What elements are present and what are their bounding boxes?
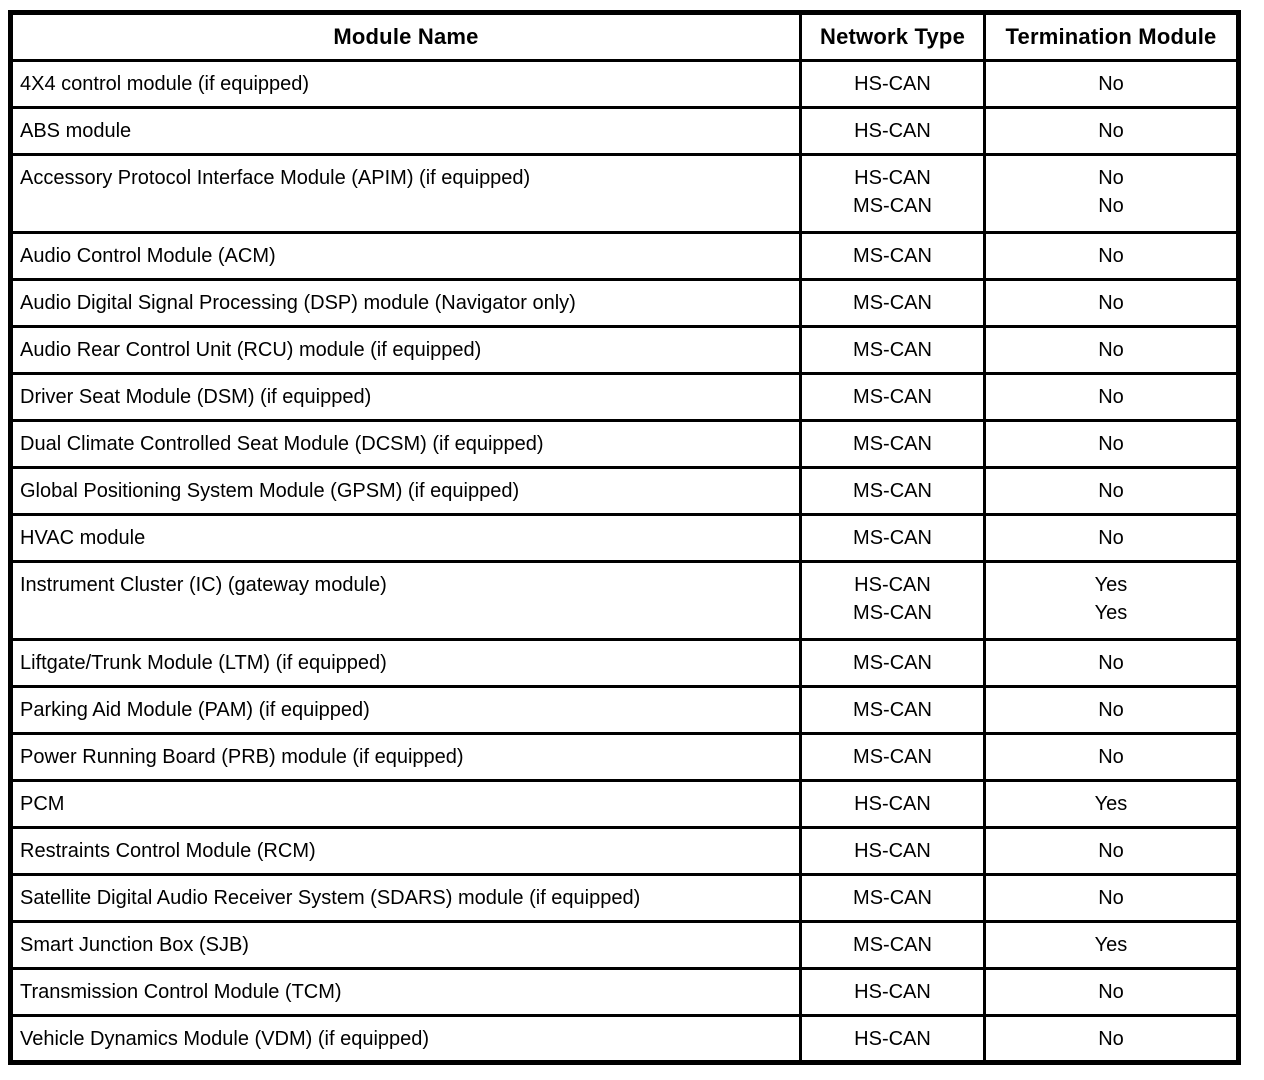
module-name-cell: ABS module — [9, 106, 802, 156]
table-row: Audio Digital Signal Processing (DSP) mo… — [9, 278, 1240, 328]
network-type-line: HS-CAN — [854, 167, 931, 189]
table-row: Satellite Digital Audio Receiver System … — [9, 873, 1240, 923]
termination-module-cell: No — [983, 278, 1240, 328]
network-type-cell: HS-CAN — [799, 59, 986, 109]
table-row: Accessory Protocol Interface Module (API… — [9, 153, 1240, 234]
table-row: Power Running Board (PRB) module (if equ… — [9, 732, 1240, 782]
module-name-cell: Liftgate/Trunk Module (LTM) (if equipped… — [9, 638, 802, 688]
termination-line: Yes — [1094, 602, 1128, 624]
module-name-cell: Vehicle Dynamics Module (VDM) (if equipp… — [9, 1014, 802, 1064]
table-row: Dual Climate Controlled Seat Module (DCS… — [9, 419, 1240, 469]
termination-module-cell: Yes — [983, 920, 1240, 970]
module-name-cell: Dual Climate Controlled Seat Module (DCS… — [9, 419, 802, 469]
table-row: Transmission Control Module (TCM) HS-CAN… — [9, 967, 1240, 1017]
module-name-cell: Global Positioning System Module (GPSM) … — [9, 466, 802, 516]
table-row: 4X4 control module (if equipped) HS-CAN … — [9, 59, 1240, 109]
network-type-cell: MS-CAN — [799, 231, 986, 281]
termination-module-cell: No — [983, 325, 1240, 375]
module-name-cell: Transmission Control Module (TCM) — [9, 967, 802, 1017]
termination-module-cell: No — [983, 732, 1240, 782]
module-name-cell: Audio Rear Control Unit (RCU) module (if… — [9, 325, 802, 375]
table-header-row: Module Name Network Type Termination Mod… — [9, 11, 1240, 62]
network-type-cell: HS-CAN MS-CAN — [799, 153, 986, 234]
network-type-cell: HS-CAN — [799, 1014, 986, 1064]
network-type-cell: MS-CAN — [799, 466, 986, 516]
network-type-cell: HS-CAN — [799, 826, 986, 876]
table-row: Instrument Cluster (IC) (gateway module)… — [9, 560, 1240, 641]
termination-module-cell: No — [983, 967, 1240, 1017]
termination-module-cell: No — [983, 826, 1240, 876]
network-type-line: HS-CAN — [854, 574, 931, 596]
table-row: Global Positioning System Module (GPSM) … — [9, 466, 1240, 516]
module-name-cell: Restraints Control Module (RCM) — [9, 826, 802, 876]
module-name-cell: Satellite Digital Audio Receiver System … — [9, 873, 802, 923]
network-type-cell: MS-CAN — [799, 372, 986, 422]
table-row: Audio Rear Control Unit (RCU) module (if… — [9, 325, 1240, 375]
table-row: PCM HS-CAN Yes — [9, 779, 1240, 829]
network-type-cell: HS-CAN — [799, 779, 986, 829]
termination-module-cell: Yes Yes — [983, 560, 1240, 641]
termination-module-cell: No — [983, 466, 1240, 516]
termination-module-cell: No — [983, 59, 1240, 109]
module-name-cell: Smart Junction Box (SJB) — [9, 920, 802, 970]
module-name-cell: Instrument Cluster (IC) (gateway module) — [9, 560, 802, 641]
network-type-cell: MS-CAN — [799, 732, 986, 782]
termination-module-cell: No — [983, 106, 1240, 156]
network-type-cell: MS-CAN — [799, 638, 986, 688]
module-name-cell: HVAC module — [9, 513, 802, 563]
termination-module-cell: No — [983, 1014, 1240, 1064]
termination-module-cell: No — [983, 231, 1240, 281]
table-row: Audio Control Module (ACM) MS-CAN No — [9, 231, 1240, 281]
network-type-cell: HS-CAN — [799, 967, 986, 1017]
termination-module-cell: No — [983, 372, 1240, 422]
module-name-cell: PCM — [9, 779, 802, 829]
termination-module-cell: Yes — [983, 779, 1240, 829]
termination-line: Yes — [1094, 574, 1128, 596]
table-row: Smart Junction Box (SJB) MS-CAN Yes — [9, 920, 1240, 970]
table-row: Restraints Control Module (RCM) HS-CAN N… — [9, 826, 1240, 876]
module-name-cell: Parking Aid Module (PAM) (if equipped) — [9, 685, 802, 735]
table-row: ABS module HS-CAN No — [9, 106, 1240, 156]
table-row: Parking Aid Module (PAM) (if equipped) M… — [9, 685, 1240, 735]
module-name-cell: Audio Control Module (ACM) — [9, 231, 802, 281]
network-type-cell: MS-CAN — [799, 920, 986, 970]
table-row: Vehicle Dynamics Module (VDM) (if equipp… — [9, 1014, 1240, 1064]
module-name-cell: 4X4 control module (if equipped) — [9, 59, 802, 109]
network-type-cell: MS-CAN — [799, 513, 986, 563]
termination-line: No — [1098, 167, 1124, 189]
module-name-cell: Power Running Board (PRB) module (if equ… — [9, 732, 802, 782]
network-type-cell: MS-CAN — [799, 685, 986, 735]
network-type-cell: MS-CAN — [799, 419, 986, 469]
termination-module-cell: No No — [983, 153, 1240, 234]
network-type-line: MS-CAN — [853, 602, 932, 624]
table-row: Liftgate/Trunk Module (LTM) (if equipped… — [9, 638, 1240, 688]
table-row: Driver Seat Module (DSM) (if equipped) M… — [9, 372, 1240, 422]
network-type-cell: MS-CAN — [799, 278, 986, 328]
module-name-cell: Audio Digital Signal Processing (DSP) mo… — [9, 278, 802, 328]
network-type-cell: MS-CAN — [799, 325, 986, 375]
termination-line: No — [1098, 195, 1124, 217]
module-name-cell: Accessory Protocol Interface Module (API… — [9, 153, 802, 234]
network-type-cell: HS-CAN — [799, 106, 986, 156]
network-type-line: MS-CAN — [853, 195, 932, 217]
termination-module-cell: No — [983, 685, 1240, 735]
column-header-network-type: Network Type — [799, 11, 986, 62]
termination-module-cell: No — [983, 638, 1240, 688]
network-type-cell: MS-CAN — [799, 873, 986, 923]
termination-module-cell: No — [983, 873, 1240, 923]
modules-table: Module Name Network Type Termination Mod… — [8, 10, 1241, 1065]
module-name-cell: Driver Seat Module (DSM) (if equipped) — [9, 372, 802, 422]
column-header-termination-module: Termination Module — [983, 11, 1240, 62]
network-type-cell: HS-CAN MS-CAN — [799, 560, 986, 641]
table-row: HVAC module MS-CAN No — [9, 513, 1240, 563]
column-header-module-name: Module Name — [9, 11, 802, 62]
termination-module-cell: No — [983, 513, 1240, 563]
termination-module-cell: No — [983, 419, 1240, 469]
